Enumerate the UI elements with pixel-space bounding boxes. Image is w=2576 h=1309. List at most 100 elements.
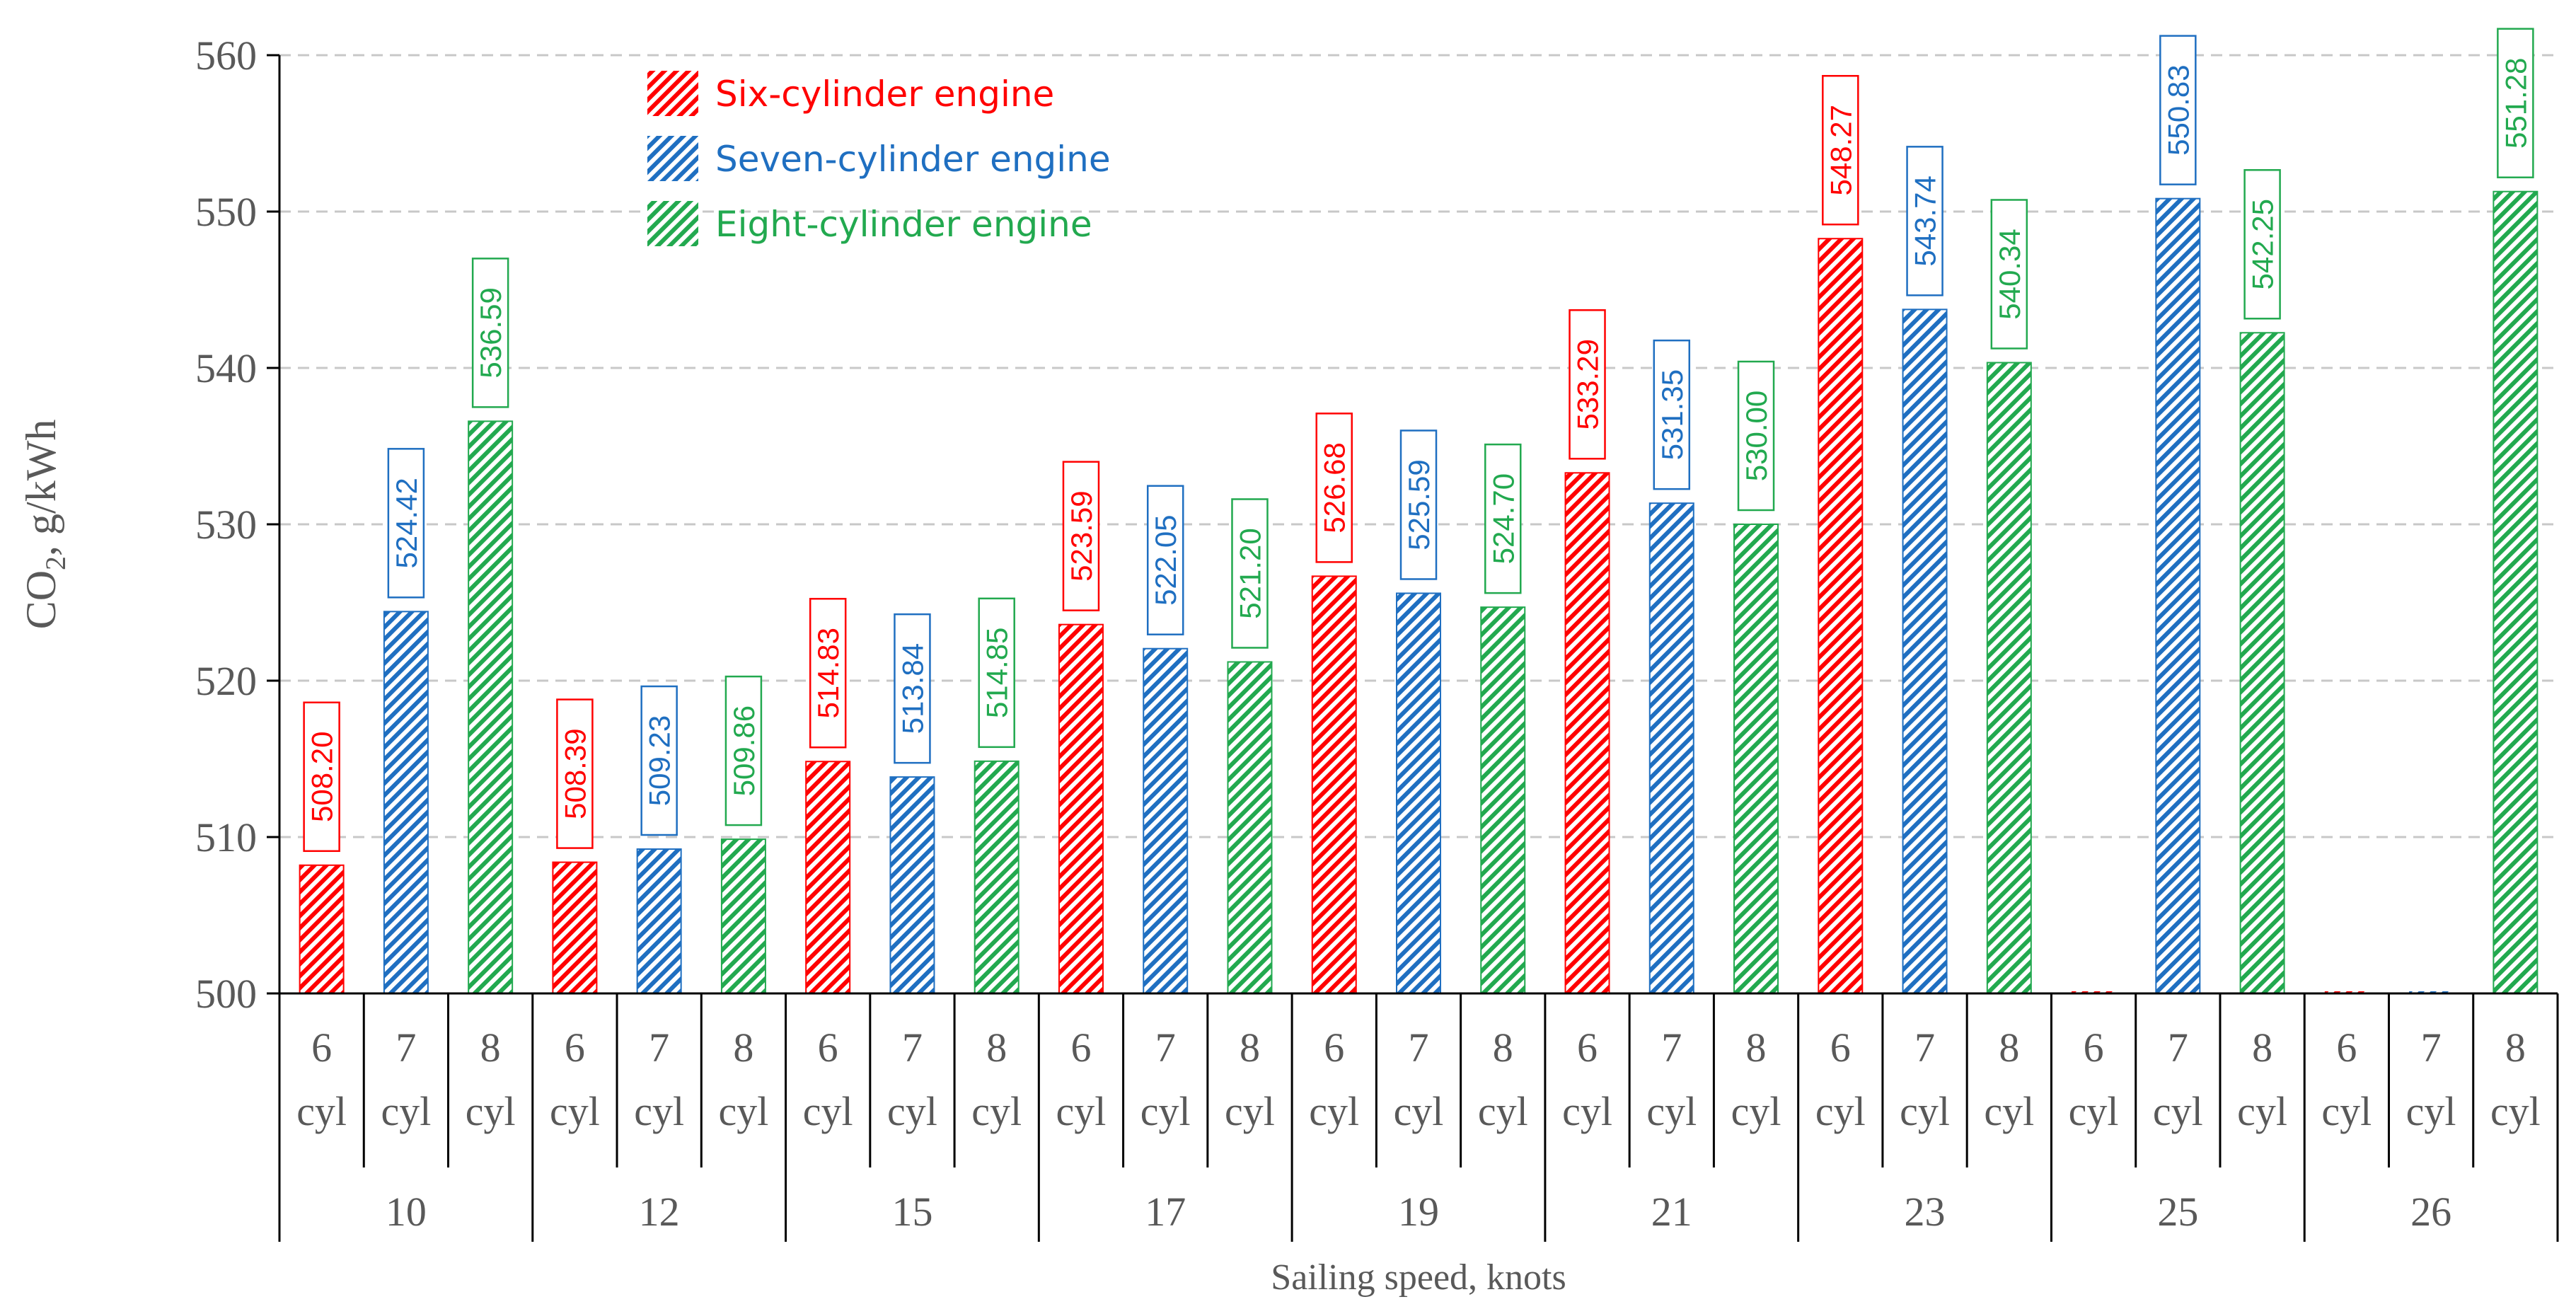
engine-cylinder-unit: cyl: [1646, 1088, 1697, 1134]
data-label-box: [1399, 429, 1438, 580]
engine-cylinder-unit: cyl: [1900, 1088, 1950, 1134]
data-labels: 508.20 524.42 536.59 508.39 509.23 509.86 514.…: [303, 28, 2534, 853]
data-label: 526.68: [1318, 442, 1351, 533]
engine-cylinder-count: 6: [1577, 1025, 1598, 1071]
y-tick-label: 510: [195, 814, 257, 860]
data-label: 540.34: [1993, 229, 2026, 319]
data-label-box: [724, 675, 763, 826]
data-label: 524.70: [1486, 473, 1520, 564]
data-label-box: [1484, 443, 1522, 594]
bar: [805, 761, 851, 994]
data-label: 508.20: [306, 732, 339, 822]
engine-cylinder-unit: cyl: [803, 1088, 853, 1134]
engine-cylinder-count: 8: [1746, 1025, 1767, 1071]
data-label-box: [1653, 339, 1691, 490]
bar: [1564, 472, 1610, 994]
engine-cylinder-unit: cyl: [2237, 1088, 2287, 1134]
bar: [720, 838, 766, 994]
engine-cylinder-unit: cyl: [1140, 1088, 1191, 1134]
data-label-box: [1737, 360, 1775, 512]
x-axis-title: Sailing speed, knots: [1271, 1257, 1566, 1298]
legend-label: Eight-cylinder engine: [715, 204, 1092, 245]
speed-category-label: 10: [386, 1189, 427, 1235]
data-label: 509.23: [643, 715, 676, 806]
speed-category-label: 25: [2157, 1189, 2198, 1235]
bar: [1986, 362, 2032, 994]
data-label-box: [1990, 199, 2028, 350]
data-label-box: [1062, 461, 1100, 611]
legend-label: Seven-cylinder engine: [715, 139, 1111, 180]
engine-cylinder-count: 6: [1070, 1025, 1091, 1071]
data-label: 521.20: [1233, 528, 1266, 618]
data-label: 514.85: [981, 628, 1014, 718]
bar: [468, 420, 514, 994]
legend-label: Six-cylinder engine: [715, 74, 1054, 115]
data-label-box: [2497, 28, 2534, 178]
y-tick-label: 500: [195, 971, 257, 1017]
data-label: 524.42: [390, 478, 423, 568]
engine-cylinder-count: 7: [395, 1025, 416, 1071]
data-label: 542.25: [2246, 199, 2280, 289]
data-label: 508.39: [558, 728, 591, 819]
speed-category-label: 23: [1905, 1189, 1946, 1235]
bar: [889, 776, 935, 994]
engine-cylinder-unit: cyl: [1815, 1088, 1866, 1134]
engine-cylinder-count: 8: [480, 1025, 501, 1071]
data-label-box: [471, 258, 509, 408]
engine-cylinder-count: 7: [902, 1025, 923, 1071]
y-tick-label: 560: [195, 33, 257, 79]
engine-cylinder-unit: cyl: [466, 1088, 516, 1134]
speed-category-label: 12: [639, 1189, 680, 1235]
data-label: 514.83: [812, 628, 845, 718]
data-label: 530.00: [1740, 391, 1773, 481]
data-label-box: [387, 448, 425, 599]
data-label: 551.28: [2499, 57, 2532, 148]
engine-cylinder-unit: cyl: [1562, 1088, 1612, 1134]
y-tick-label: 530: [195, 502, 257, 548]
speed-category-label: 15: [891, 1189, 932, 1235]
data-label: 522.05: [1149, 514, 1182, 605]
engine-cylinder-count: 8: [986, 1025, 1007, 1071]
data-label: 536.59: [474, 287, 507, 378]
bar: [974, 760, 1020, 994]
bar: [1818, 238, 1864, 994]
engine-cylinder-count: 8: [1493, 1025, 1513, 1071]
engine-cylinder-unit: cyl: [2321, 1088, 2372, 1134]
engine-cylinder-unit: cyl: [2406, 1088, 2456, 1134]
bar: [636, 848, 682, 994]
engine-cylinder-count: 7: [1661, 1025, 1682, 1071]
data-label: 525.59: [1402, 459, 1436, 550]
engine-cylinder-count: 7: [1409, 1025, 1429, 1071]
speed-category-label: 21: [1651, 1189, 1692, 1235]
data-label: 531.35: [1656, 369, 1689, 460]
data-label-box: [894, 613, 931, 764]
bar: [1648, 502, 1694, 994]
engine-cylinder-count: 7: [2168, 1025, 2188, 1071]
engine-cylinder-unit: cyl: [1984, 1088, 2034, 1134]
y-tick-label: 550: [195, 189, 257, 235]
bar: [2239, 332, 2285, 994]
engine-cylinder-count: 8: [1999, 1025, 2019, 1071]
data-label-box: [1231, 498, 1269, 649]
data-label: 543.74: [1909, 175, 1942, 266]
engine-cylinder-unit: cyl: [2069, 1088, 2119, 1134]
data-label: 550.83: [2161, 64, 2195, 155]
legend-swatch: [647, 201, 698, 246]
engine-cylinder-count: 6: [818, 1025, 838, 1071]
data-label-box: [303, 701, 340, 853]
engine-cylinder-count: 6: [1830, 1025, 1851, 1071]
data-label: 513.84: [896, 643, 929, 734]
engine-cylinder-unit: cyl: [2153, 1088, 2203, 1134]
engine-cylinder-unit: cyl: [1478, 1088, 1528, 1134]
engine-cylinder-unit: cyl: [1225, 1088, 1275, 1134]
engine-cylinder-unit: cyl: [718, 1088, 768, 1134]
engine-cylinder-unit: cyl: [1056, 1088, 1107, 1134]
data-label-box: [809, 598, 847, 749]
data-label: 548.27: [1824, 105, 1857, 195]
data-label-box: [1569, 309, 1606, 460]
bar: [1058, 623, 1104, 994]
engine-cylinder-unit: cyl: [1731, 1088, 1781, 1134]
axes: 500 510 520 530 540 550 560 CO2, g/kWh 6 cyl 7 cyl 8…: [18, 33, 2559, 1298]
speed-category-label: 26: [2410, 1189, 2451, 1235]
bar: [383, 611, 429, 994]
